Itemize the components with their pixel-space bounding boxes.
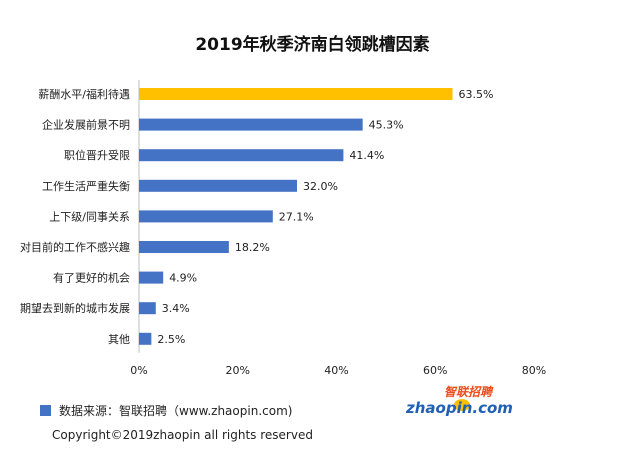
bar bbox=[139, 302, 156, 315]
category-label: 对目前的工作不感兴趣 bbox=[20, 240, 130, 254]
data-label: 18.2% bbox=[235, 241, 270, 254]
data-label: 45.3% bbox=[369, 119, 404, 132]
logo-swoosh-icon bbox=[454, 399, 470, 411]
data-source-text: 数据来源：智联招聘（www.zhaopin.com) bbox=[59, 404, 293, 418]
bar bbox=[139, 118, 363, 131]
category-label: 薪酬水平/福利待遇 bbox=[38, 87, 130, 101]
zhaopin-logo: 智联招聘 zhaopin.com bbox=[405, 385, 513, 417]
x-tick-label: 80% bbox=[522, 364, 546, 377]
category-label: 期望去到新的城市发展 bbox=[20, 301, 130, 315]
source-legend-marker bbox=[40, 405, 51, 416]
category-label: 其他 bbox=[108, 333, 130, 346]
category-label: 企业发展前景不明 bbox=[42, 118, 130, 132]
data-label: 2.5% bbox=[157, 333, 185, 346]
x-tick-label: 0% bbox=[130, 364, 147, 377]
chart-title: 2019年秋季济南白领跳槽因素 bbox=[195, 35, 430, 55]
copyright-text: Copyright©2019zhaopin all rights reserve… bbox=[52, 428, 313, 442]
bar bbox=[139, 332, 152, 345]
data-label: 3.4% bbox=[162, 302, 190, 315]
logo-top-text: 智联招聘 bbox=[444, 385, 494, 399]
category-label: 上下级/同事关系 bbox=[49, 209, 130, 223]
logo-bottom-text: zhaopin.com bbox=[405, 399, 513, 417]
bar bbox=[139, 149, 344, 162]
data-source-note: 数据来源：智联招聘（www.zhaopin.com) bbox=[40, 402, 292, 419]
x-tick-label: 20% bbox=[226, 364, 250, 377]
x-tick-label: 40% bbox=[324, 364, 348, 377]
bar bbox=[139, 271, 164, 284]
data-label: 63.5% bbox=[459, 88, 494, 101]
bar bbox=[139, 210, 273, 223]
x-tick-label: 60% bbox=[423, 364, 447, 377]
data-label: 4.9% bbox=[169, 272, 197, 285]
bar bbox=[139, 88, 453, 100]
category-label: 工作生活严重失衡 bbox=[42, 179, 130, 193]
category-label: 有了更好的机会 bbox=[53, 271, 130, 285]
bar bbox=[139, 241, 229, 253]
bar bbox=[139, 179, 297, 192]
category-label: 职位晋升受限 bbox=[64, 148, 130, 162]
data-label: 27.1% bbox=[279, 210, 314, 223]
data-label: 32.0% bbox=[303, 180, 338, 193]
data-label: 41.4% bbox=[349, 149, 384, 162]
